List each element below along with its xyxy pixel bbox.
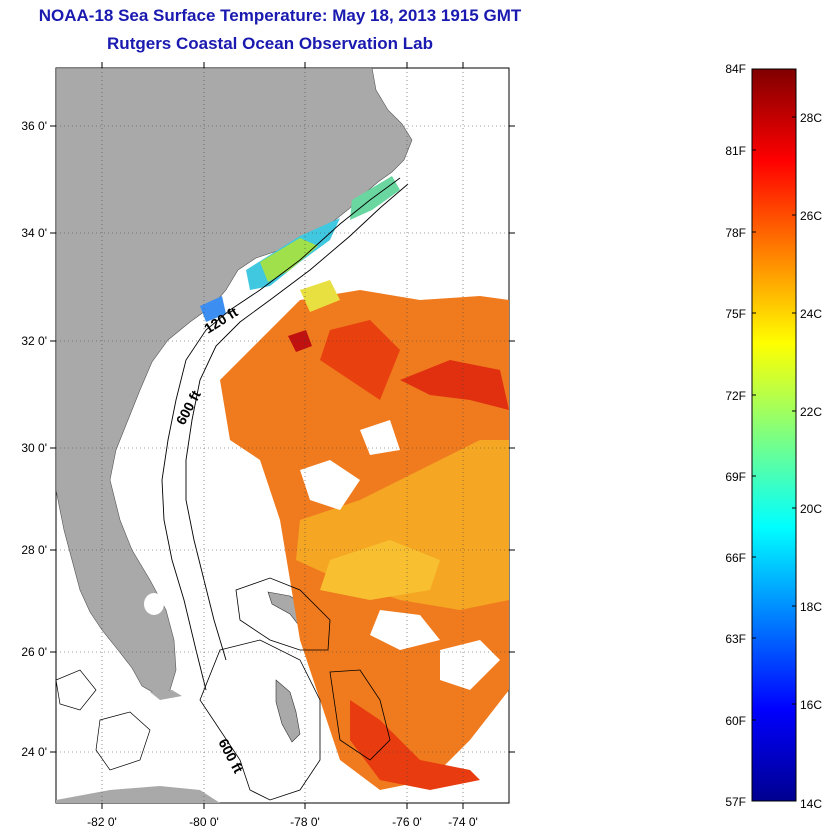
colorbar-c-label: 28C [800,111,822,125]
map-title: NOAA-18 Sea Surface Temperature: May 18,… [38,6,522,25]
colorbar-f-label: 84F [725,62,746,76]
colorbar-c-label: 24C [800,307,822,321]
lon-label: -80 0' [189,815,219,829]
colorbar-f-label: 63F [725,632,746,646]
lat-label: 36 0' [21,119,47,133]
colorbar-f-label: 78F [725,226,746,240]
cuba-land [56,786,220,803]
lon-label: -76 0' [392,815,422,829]
lon-label: -82 0' [87,815,117,829]
sst-data-swath [200,176,509,790]
contour-west [56,669,151,771]
map-subtitle: Rutgers Coastal Ocean Observation Lab [107,34,433,53]
colorbar-f-label: 75F [725,307,746,321]
lon-label: -74 0' [448,815,478,829]
colorbar-f-label: 69F [725,470,746,484]
lat-label: 32 0' [21,334,47,348]
colorbar-ticks [752,116,796,721]
contour-120ft [161,177,401,691]
lon-label: -78 0' [290,815,320,829]
colorbar-f-label: 72F [725,389,746,403]
contour-bahamas [199,577,391,801]
lat-label: 34 0' [21,226,47,240]
grid-lines [56,68,509,803]
lat-label: 30 0' [21,441,47,455]
colorbar-c-label: 26C [800,209,822,223]
colorbar-f-label: 57F [725,795,746,809]
lat-label: 28 0' [21,543,47,557]
colorbar-c-label: 20C [800,502,822,516]
colorbar-c-label: 18C [800,600,822,614]
frame-ticks [50,62,515,809]
colorbar-c-label: 14C [800,797,822,811]
us-mainland-land [56,68,413,695]
colorbar-f-label: 60F [725,714,746,728]
florida-keys-land [150,690,182,700]
colorbar-f-label: 81F [725,144,746,158]
colorbar-c-label: 22C [800,405,822,419]
colorbar [751,68,797,802]
colorbar-f-label: 66F [725,551,746,565]
lat-label: 26 0' [21,645,47,659]
lat-label: 24 0' [21,745,47,759]
contour-600ft [185,183,409,661]
lake-okeechobee [144,593,164,615]
colorbar-c-label: 16C [800,698,822,712]
